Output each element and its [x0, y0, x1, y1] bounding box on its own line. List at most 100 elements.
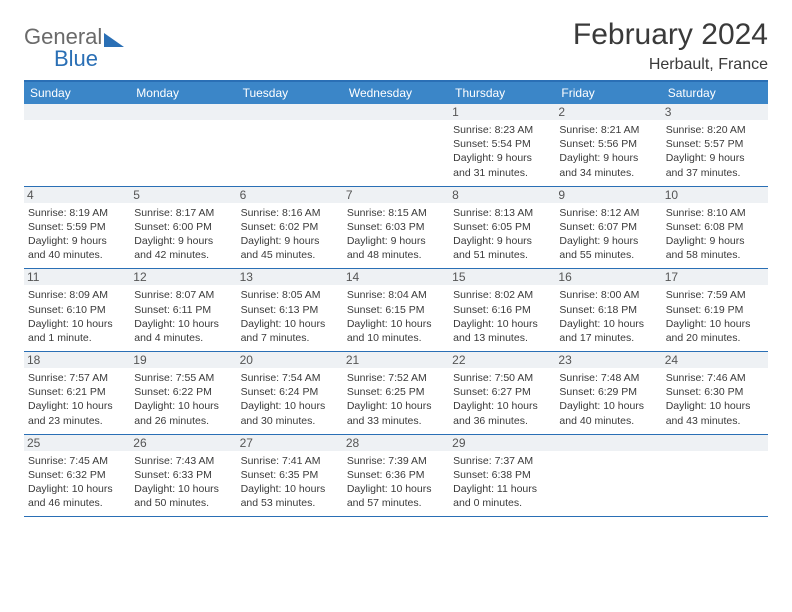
calendar-cell: 9Sunrise: 8:12 AMSunset: 6:07 PMDaylight… [555, 187, 661, 270]
calendar-cell: 26Sunrise: 7:43 AMSunset: 6:33 PMDayligh… [130, 435, 236, 518]
sunset-text: Sunset: 6:18 PM [559, 303, 657, 317]
sunrise-text: Sunrise: 8:05 AM [241, 288, 339, 302]
sunrise-text: Sunrise: 7:55 AM [134, 371, 232, 385]
day-info: Sunrise: 7:41 AMSunset: 6:35 PMDaylight:… [241, 454, 339, 511]
day-header: Tuesday [237, 82, 343, 104]
day-info: Sunrise: 8:23 AMSunset: 5:54 PMDaylight:… [453, 123, 551, 180]
sunrise-text: Sunrise: 7:59 AM [666, 288, 764, 302]
day-number: 24 [662, 352, 768, 368]
sunrise-text: Sunrise: 8:21 AM [559, 123, 657, 137]
sunset-text: Sunset: 6:13 PM [241, 303, 339, 317]
day-info: Sunrise: 7:52 AMSunset: 6:25 PMDaylight:… [347, 371, 445, 428]
calendar-cell: 23Sunrise: 7:48 AMSunset: 6:29 PMDayligh… [555, 352, 661, 435]
calendar-cell: 21Sunrise: 7:52 AMSunset: 6:25 PMDayligh… [343, 352, 449, 435]
calendar-cell [237, 104, 343, 187]
calendar-cell: 28Sunrise: 7:39 AMSunset: 6:36 PMDayligh… [343, 435, 449, 518]
calendar-cell: 16Sunrise: 8:00 AMSunset: 6:18 PMDayligh… [555, 269, 661, 352]
sunrise-text: Sunrise: 8:15 AM [347, 206, 445, 220]
sunrise-text: Sunrise: 8:12 AM [559, 206, 657, 220]
day-number [662, 435, 768, 451]
day-info: Sunrise: 7:54 AMSunset: 6:24 PMDaylight:… [241, 371, 339, 428]
day-header: Friday [555, 82, 661, 104]
daylight-text: Daylight: 10 hours and 4 minutes. [134, 317, 232, 345]
day-number: 14 [343, 269, 449, 285]
daylight-text: Daylight: 9 hours and 58 minutes. [666, 234, 764, 262]
daylight-text: Daylight: 10 hours and 23 minutes. [28, 399, 126, 427]
day-header: Sunday [24, 82, 130, 104]
day-number: 7 [343, 187, 449, 203]
calendar-cell: 25Sunrise: 7:45 AMSunset: 6:32 PMDayligh… [24, 435, 130, 518]
day-info: Sunrise: 8:13 AMSunset: 6:05 PMDaylight:… [453, 206, 551, 263]
sunset-text: Sunset: 6:33 PM [134, 468, 232, 482]
calendar-cell: 11Sunrise: 8:09 AMSunset: 6:10 PMDayligh… [24, 269, 130, 352]
month-title: February 2024 [573, 18, 768, 52]
sunset-text: Sunset: 6:32 PM [28, 468, 126, 482]
sunrise-text: Sunrise: 8:07 AM [134, 288, 232, 302]
sunset-text: Sunset: 6:30 PM [666, 385, 764, 399]
day-number [237, 104, 343, 120]
calendar-cell: 8Sunrise: 8:13 AMSunset: 6:05 PMDaylight… [449, 187, 555, 270]
calendar-cell: 20 Sunrise: 7:54 AMSunset: 6:24 PMDayligh… [237, 352, 343, 435]
sunset-text: Sunset: 6:25 PM [347, 385, 445, 399]
sunrise-text: Sunrise: 8:19 AM [28, 206, 126, 220]
day-number: 2 [555, 104, 661, 120]
day-number [130, 104, 236, 120]
day-info: Sunrise: 8:07 AMSunset: 6:11 PMDaylight:… [134, 288, 232, 345]
page-header: GeneralBlue February 2024 Herbault, Fran… [24, 18, 768, 74]
daylight-text: Daylight: 10 hours and 1 minute. [28, 317, 126, 345]
day-info: Sunrise: 8:21 AMSunset: 5:56 PMDaylight:… [559, 123, 657, 180]
day-info: Sunrise: 7:50 AMSunset: 6:27 PMDaylight:… [453, 371, 551, 428]
day-number: 11 [24, 269, 130, 285]
day-info: Sunrise: 8:05 AMSunset: 6:13 PMDaylight:… [241, 288, 339, 345]
daylight-text: Daylight: 9 hours and 40 minutes. [28, 234, 126, 262]
sunset-text: Sunset: 6:22 PM [134, 385, 232, 399]
sunset-text: Sunset: 6:08 PM [666, 220, 764, 234]
logo: GeneralBlue [24, 18, 124, 70]
sunset-text: Sunset: 6:21 PM [28, 385, 126, 399]
daylight-text: Daylight: 9 hours and 37 minutes. [666, 151, 764, 179]
day-info: Sunrise: 7:48 AMSunset: 6:29 PMDaylight:… [559, 371, 657, 428]
day-header: Wednesday [343, 82, 449, 104]
daylight-text: Daylight: 11 hours and 0 minutes. [453, 482, 551, 510]
calendar-cell: 14Sunrise: 8:04 AMSunset: 6:15 PMDayligh… [343, 269, 449, 352]
day-number: 6 [237, 187, 343, 203]
calendar-cell: 2 Sunrise: 8:21 AMSunset: 5:56 PMDaylight… [555, 104, 661, 187]
day-info: Sunrise: 8:15 AMSunset: 6:03 PMDaylight:… [347, 206, 445, 263]
daylight-text: Daylight: 9 hours and 45 minutes. [241, 234, 339, 262]
sunset-text: Sunset: 6:05 PM [453, 220, 551, 234]
sunrise-text: Sunrise: 8:13 AM [453, 206, 551, 220]
calendar-cell: 15Sunrise: 8:02 AMSunset: 6:16 PMDayligh… [449, 269, 555, 352]
sunset-text: Sunset: 6:27 PM [453, 385, 551, 399]
calendar-cell: 5Sunrise: 8:17 AMSunset: 6:00 PMDaylight… [130, 187, 236, 270]
daylight-text: Daylight: 10 hours and 36 minutes. [453, 399, 551, 427]
calendar-cell: 17Sunrise: 7:59 AMSunset: 6:19 PMDayligh… [662, 269, 768, 352]
logo-triangle-icon [104, 33, 124, 47]
day-number [24, 104, 130, 120]
location-label: Herbault, France [573, 56, 768, 74]
daylight-text: Daylight: 10 hours and 26 minutes. [134, 399, 232, 427]
sunrise-text: Sunrise: 7:41 AM [241, 454, 339, 468]
day-header: Monday [130, 82, 236, 104]
day-info: Sunrise: 7:37 AMSunset: 6:38 PMDaylight:… [453, 454, 551, 511]
daylight-text: Daylight: 9 hours and 51 minutes. [453, 234, 551, 262]
sunset-text: Sunset: 6:16 PM [453, 303, 551, 317]
day-number: 20 [237, 352, 343, 368]
day-info: Sunrise: 7:55 AMSunset: 6:22 PMDaylight:… [134, 371, 232, 428]
daylight-text: Daylight: 10 hours and 57 minutes. [347, 482, 445, 510]
day-info: Sunrise: 8:00 AMSunset: 6:18 PMDaylight:… [559, 288, 657, 345]
sunrise-text: Sunrise: 8:10 AM [666, 206, 764, 220]
sunrise-text: Sunrise: 8:17 AM [134, 206, 232, 220]
day-info: Sunrise: 8:10 AMSunset: 6:08 PMDaylight:… [666, 206, 764, 263]
day-number: 10 [662, 187, 768, 203]
sunset-text: Sunset: 5:57 PM [666, 137, 764, 151]
day-info: Sunrise: 8:20 AMSunset: 5:57 PMDaylight:… [666, 123, 764, 180]
sunrise-text: Sunrise: 7:52 AM [347, 371, 445, 385]
day-number: 4 [24, 187, 130, 203]
daylight-text: Daylight: 10 hours and 50 minutes. [134, 482, 232, 510]
day-info: Sunrise: 7:39 AMSunset: 6:36 PMDaylight:… [347, 454, 445, 511]
day-number [555, 435, 661, 451]
day-number: 19 [130, 352, 236, 368]
sunrise-text: Sunrise: 7:50 AM [453, 371, 551, 385]
day-header: Saturday [662, 82, 768, 104]
day-info: Sunrise: 8:02 AMSunset: 6:16 PMDaylight:… [453, 288, 551, 345]
